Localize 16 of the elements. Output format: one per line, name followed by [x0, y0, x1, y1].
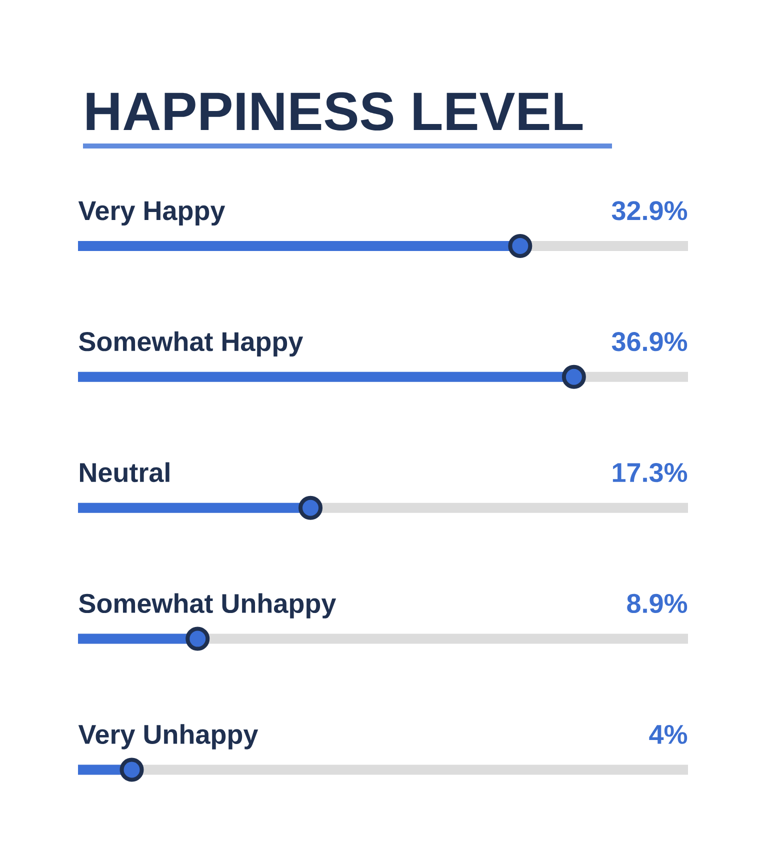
chart-title: HAPPINESS LEVEL [86, 92, 583, 131]
point [120, 758, 144, 782]
point [562, 364, 586, 389]
y-tick-label: Somewhat Happy [78, 331, 304, 356]
data-label: 8.9% [627, 594, 688, 614]
data-label: 32.9% [612, 201, 688, 220]
point [298, 496, 323, 520]
y-tick-label: Somewhat Unhappy [78, 593, 336, 618]
point [186, 626, 210, 651]
data-label: 4% [649, 724, 688, 744]
point [508, 234, 532, 258]
data-label: 17.3% [612, 462, 688, 482]
data-label: 36.9% [612, 332, 688, 352]
y-tick-label: Very Happy [78, 201, 226, 226]
y-tick-label: Neutral [80, 462, 170, 482]
y-tick-label: Very Unhappy [78, 724, 258, 750]
